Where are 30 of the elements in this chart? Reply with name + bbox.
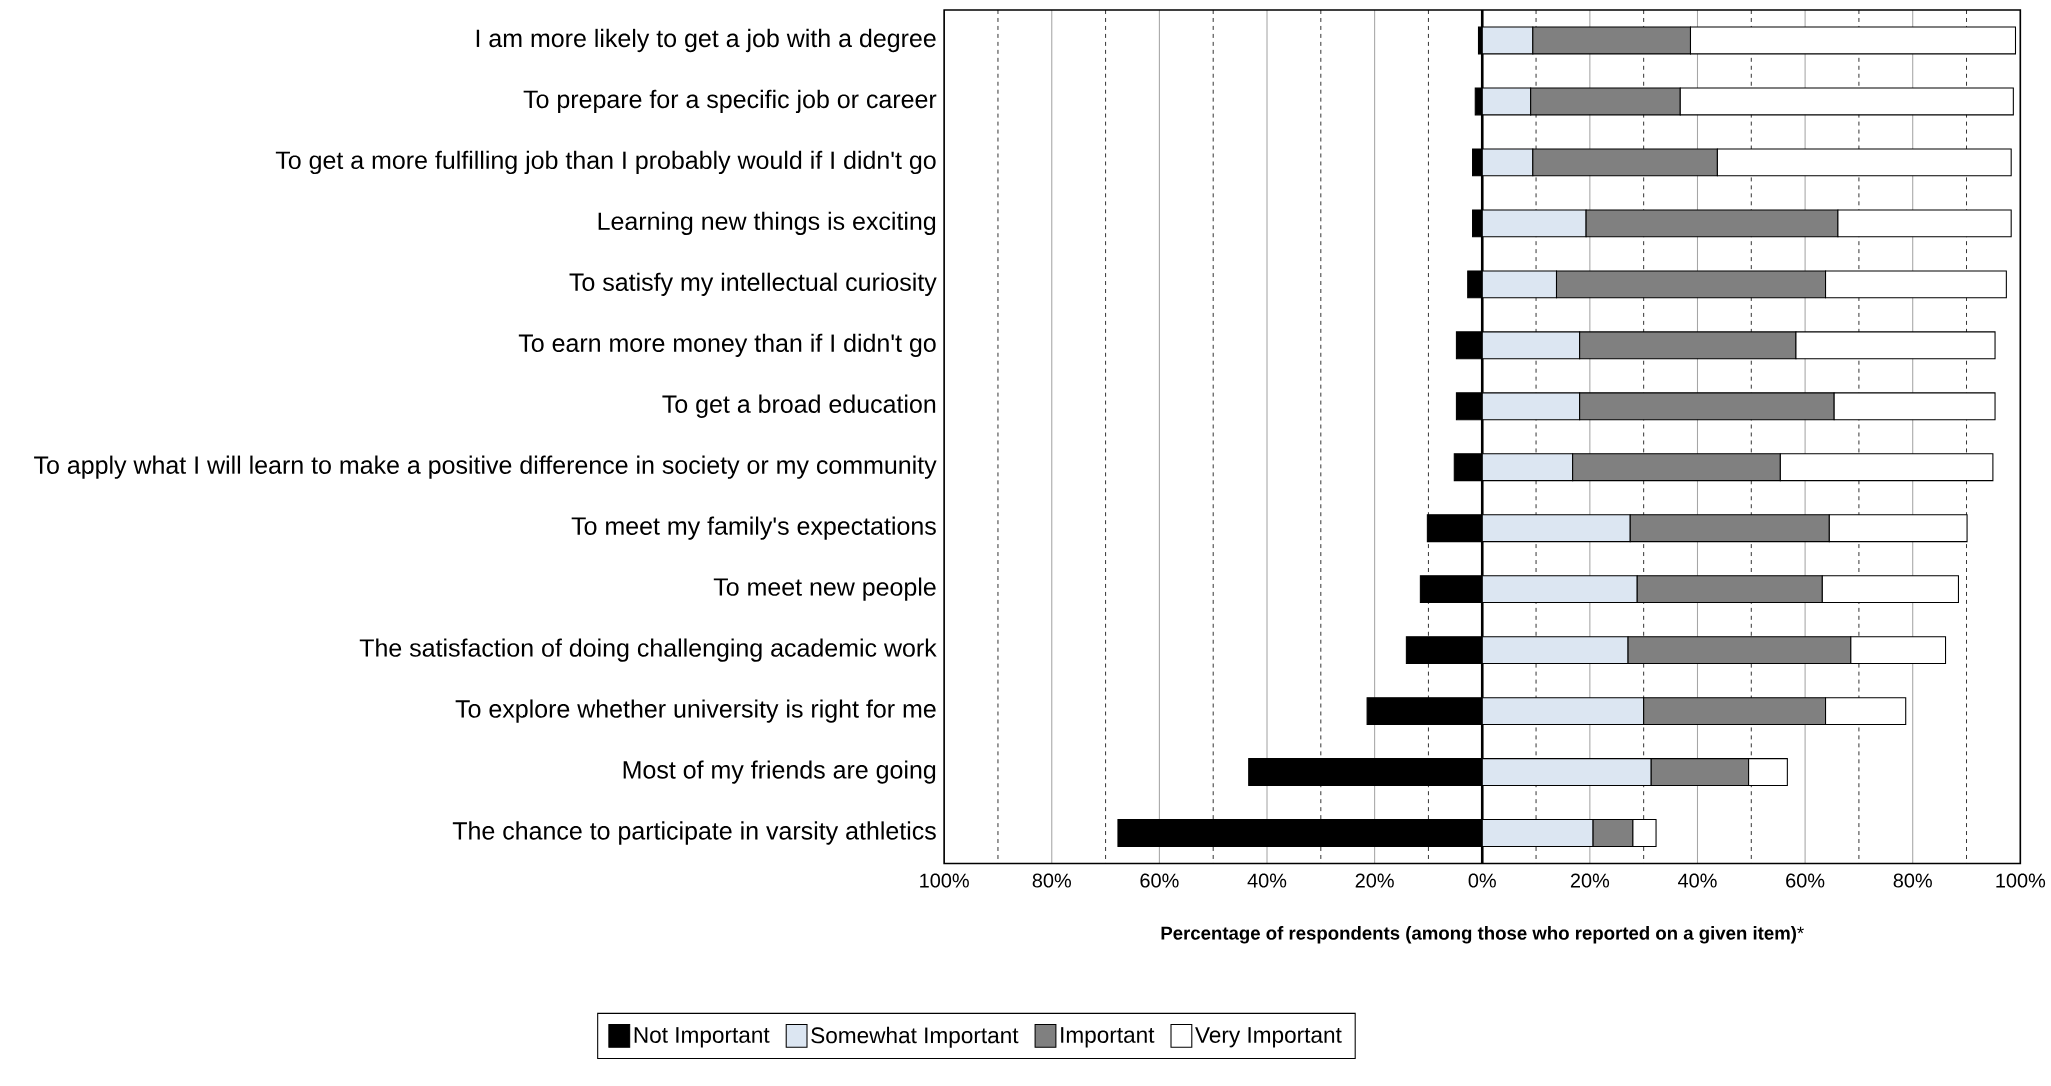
x-tick-label: 100%: [1996, 873, 2046, 888]
x-axis-title: Percentage of respondents (among those who reported on a given item)*: [1161, 926, 1804, 944]
y-tick-label: To earn more money than if I didn't go: [518, 333, 936, 357]
legend-label: Somewhat Important: [811, 1026, 1019, 1048]
x-tick-label: 60%: [1140, 873, 1179, 888]
x-tick-label: 20%: [1570, 873, 1610, 888]
y-tick-label: To get a broad education: [662, 394, 936, 418]
y-tick-label: To satisfy my intellectual curiosity: [569, 272, 937, 296]
y-tick-label: To meet my family's expectations: [571, 516, 936, 540]
y-tick-label: The satisfaction of doing challenging academic work: [359, 638, 937, 662]
x-tick-label: 60%: [1786, 873, 1825, 888]
y-tick-label: Most of my friends are going: [623, 760, 936, 784]
x-tick-label: 40%: [1678, 873, 1717, 888]
y-tick-label: To apply what I will learn to make a positive difference in society or my community: [34, 455, 937, 479]
x-tick-label: 80%: [1032, 873, 1071, 888]
y-tick-label: Learning new things is exciting: [598, 211, 936, 235]
x-tick-label: 0%: [1468, 873, 1496, 888]
y-tick-label: To explore whether university is right for me: [455, 699, 936, 723]
legend-label: Very Important: [1195, 1027, 1342, 1048]
y-tick-label: To prepare for a specific job or career: [523, 89, 937, 114]
y-tick-label: I am more likely to get a job with a degree: [476, 28, 936, 53]
legend-label: Important: [1061, 1027, 1155, 1048]
x-tick-label: 20%: [1355, 873, 1394, 888]
x-tick-label: 100%: [920, 873, 969, 888]
x-tick-label: 80%: [1893, 873, 1932, 888]
y-tick-label: To meet new people: [713, 577, 936, 601]
legend-label: Not Important: [634, 1027, 770, 1048]
y-tick-label: To get a more fulfilling job than I probably would if I didn't go: [275, 150, 936, 174]
x-tick-label: 40%: [1247, 873, 1287, 888]
y-tick-label: The chance to participate in varsity athletics: [452, 821, 936, 845]
